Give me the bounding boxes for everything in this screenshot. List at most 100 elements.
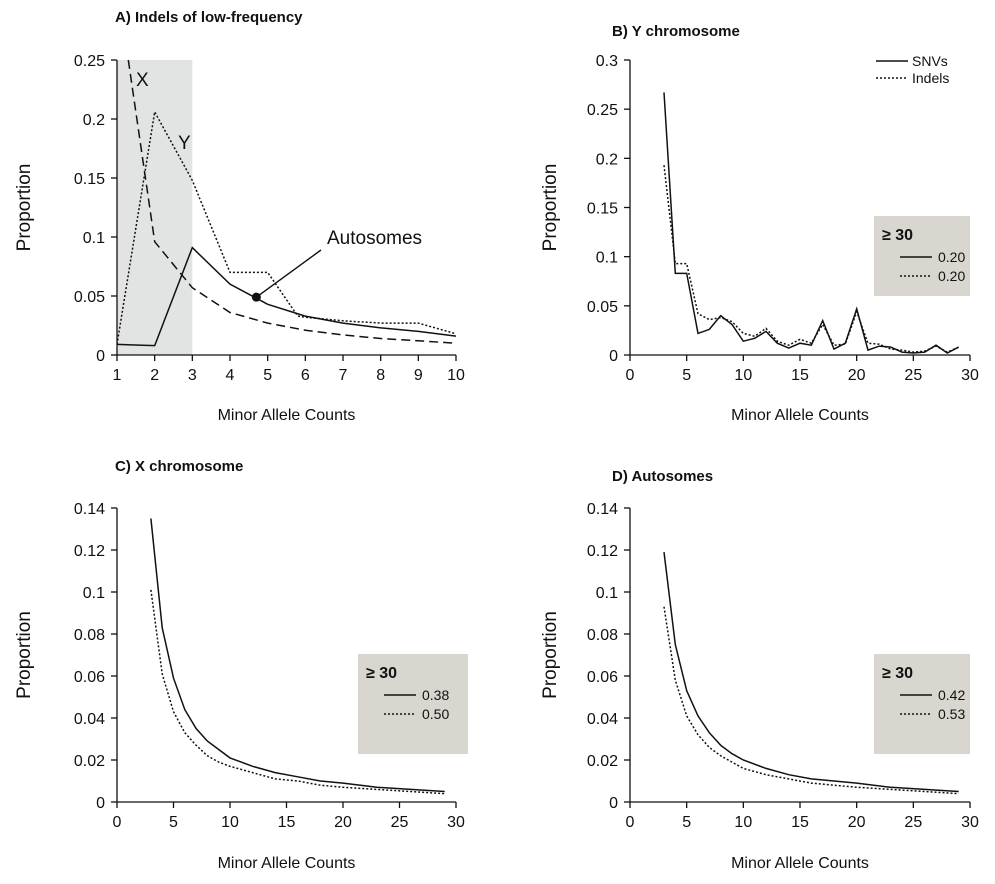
series-line-x bbox=[127, 60, 457, 344]
inset-box bbox=[874, 216, 970, 296]
x-tick-label: 20 bbox=[848, 367, 866, 384]
y-tick-label: 0.14 bbox=[74, 501, 105, 518]
inset-box bbox=[358, 654, 468, 754]
inset-value: 0.50 bbox=[422, 706, 449, 722]
y-tick-label: 0.06 bbox=[587, 669, 618, 686]
y-tick-label: 0.14 bbox=[587, 501, 618, 518]
series-line-snvs bbox=[150, 518, 445, 793]
x-tick-label: 30 bbox=[961, 367, 979, 384]
y-tick-label: 0.04 bbox=[587, 711, 618, 728]
annotation-marker bbox=[251, 292, 261, 302]
y-tick-label: 0.05 bbox=[74, 289, 105, 306]
y-tick-label: 0.06 bbox=[74, 669, 105, 686]
panel-title: C) X chromosome bbox=[115, 458, 243, 475]
y-tick-label: 0.04 bbox=[74, 711, 105, 728]
legend-label-indels: Indels bbox=[912, 70, 949, 86]
x-tick-label: 0 bbox=[113, 814, 122, 831]
x-tick-label: 5 bbox=[682, 367, 691, 384]
y-tick-label: 0.1 bbox=[596, 585, 618, 602]
series-line-autosomes bbox=[117, 246, 457, 347]
y-tick-label: 0.1 bbox=[83, 585, 105, 602]
y-tick-label: 0.2 bbox=[83, 112, 105, 129]
y-tick-label: 0 bbox=[96, 348, 105, 365]
inset-value: 0.42 bbox=[938, 687, 965, 703]
x-tick-label: 25 bbox=[391, 814, 409, 831]
y-tick-label: 0.15 bbox=[74, 171, 105, 188]
y-tick-label: 0.1 bbox=[596, 250, 618, 267]
y-tick-label: 0.3 bbox=[596, 53, 618, 70]
panel-title: B) Y chromosome bbox=[612, 23, 740, 40]
inset-value: 0.20 bbox=[938, 268, 965, 284]
y-tick-label: 0.05 bbox=[587, 299, 618, 316]
x-tick-label: 0 bbox=[626, 814, 635, 831]
legend-label-snvs: SNVs bbox=[912, 53, 948, 69]
x-tick-label: 2 bbox=[150, 367, 159, 384]
x-tick-label: 5 bbox=[682, 814, 691, 831]
series-line-indels bbox=[663, 165, 960, 353]
inset-title: ≥ 30 bbox=[882, 227, 913, 244]
x-tick-label: 5 bbox=[263, 367, 272, 384]
inset-value: 0.20 bbox=[938, 249, 965, 265]
y-tick-label: 0.15 bbox=[587, 201, 618, 218]
x-tick-label: 0 bbox=[626, 367, 635, 384]
x-tick-label: 25 bbox=[904, 367, 922, 384]
x-tick-label: 10 bbox=[734, 814, 752, 831]
x-tick-label: 4 bbox=[226, 367, 235, 384]
x-tick-label: 9 bbox=[414, 367, 423, 384]
y-tick-label: 0.02 bbox=[74, 753, 105, 770]
x-axis-label: Minor Allele Counts bbox=[218, 407, 356, 424]
x-tick-label: 30 bbox=[447, 814, 465, 831]
x-tick-label: 15 bbox=[278, 814, 296, 831]
panel-title: D) Autosomes bbox=[612, 468, 713, 485]
panel-b: B) Y chromosome 0 5 10 15 20 25 30 0 0.05 0.1 0.15 0… bbox=[540, 23, 979, 424]
panel-title: A) Indels of low-frequency bbox=[115, 9, 303, 26]
x-tick-label: 15 bbox=[791, 367, 809, 384]
x-tick-label: 25 bbox=[904, 814, 922, 831]
x-tick-label: 5 bbox=[169, 814, 178, 831]
annotation-autosomes: Autosomes bbox=[327, 228, 422, 249]
x-axis-label: Minor Allele Counts bbox=[731, 855, 869, 872]
y-axis-label: Proportion bbox=[14, 611, 35, 699]
panel-a: A) Indels of low-frequency 1 2 3 4 5 6 7 8 9 10 0 0.… bbox=[14, 9, 465, 424]
y-axis-label: Proportion bbox=[14, 164, 35, 252]
y-axis-label: Proportion bbox=[540, 164, 561, 252]
x-tick-label: 15 bbox=[791, 814, 809, 831]
x-tick-label: 30 bbox=[961, 814, 979, 831]
x-tick-label: 10 bbox=[734, 367, 752, 384]
y-tick-label: 0.25 bbox=[587, 102, 618, 119]
x-tick-label: 6 bbox=[301, 367, 310, 384]
x-tick-label: 10 bbox=[447, 367, 465, 384]
x-tick-label: 20 bbox=[334, 814, 352, 831]
inset-box bbox=[874, 654, 970, 754]
annotation-pointer bbox=[255, 249, 322, 298]
x-tick-label: 1 bbox=[113, 367, 122, 384]
y-tick-label: 0.2 bbox=[596, 151, 618, 168]
shaded-region bbox=[117, 60, 193, 355]
y-tick-label: 0.25 bbox=[74, 53, 105, 70]
y-tick-label: 0 bbox=[609, 348, 618, 365]
panel-c: C) X chromosome 0 5 10 15 20 25 30 0 0.02 0.04 0.06… bbox=[14, 458, 468, 872]
x-tick-label: 3 bbox=[188, 367, 197, 384]
series-line-indels bbox=[150, 589, 445, 795]
y-axis-label: Proportion bbox=[540, 611, 561, 699]
y-tick-label: 0.02 bbox=[587, 753, 618, 770]
y-tick-label: 0.08 bbox=[587, 627, 618, 644]
y-tick-label: 0.12 bbox=[587, 543, 618, 560]
panel-d: D) Autosomes 0 5 10 15 20 25 30 0 0.02 0.04 0.06 0.0… bbox=[540, 468, 979, 872]
y-tick-label: 0.12 bbox=[74, 543, 105, 560]
inset-title: ≥ 30 bbox=[366, 665, 397, 682]
series-line-snvs bbox=[663, 552, 959, 793]
inset-value: 0.53 bbox=[938, 706, 965, 722]
x-axis-label: Minor Allele Counts bbox=[218, 855, 356, 872]
x-tick-label: 10 bbox=[221, 814, 239, 831]
y-tick-label: 0.08 bbox=[74, 627, 105, 644]
x-tick-label: 8 bbox=[376, 367, 385, 384]
y-tick-label: 0 bbox=[609, 795, 618, 812]
annotation-x: X bbox=[136, 70, 149, 91]
y-tick-label: 0 bbox=[96, 795, 105, 812]
inset-value: 0.38 bbox=[422, 687, 449, 703]
x-tick-label: 7 bbox=[339, 367, 348, 384]
x-axis-label: Minor Allele Counts bbox=[731, 407, 869, 424]
x-tick-label: 20 bbox=[848, 814, 866, 831]
